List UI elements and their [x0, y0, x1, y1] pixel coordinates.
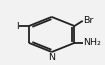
Text: N: N	[48, 53, 55, 62]
Text: Br: Br	[83, 16, 93, 25]
Text: I: I	[16, 22, 19, 30]
Text: NH₂: NH₂	[83, 38, 101, 47]
